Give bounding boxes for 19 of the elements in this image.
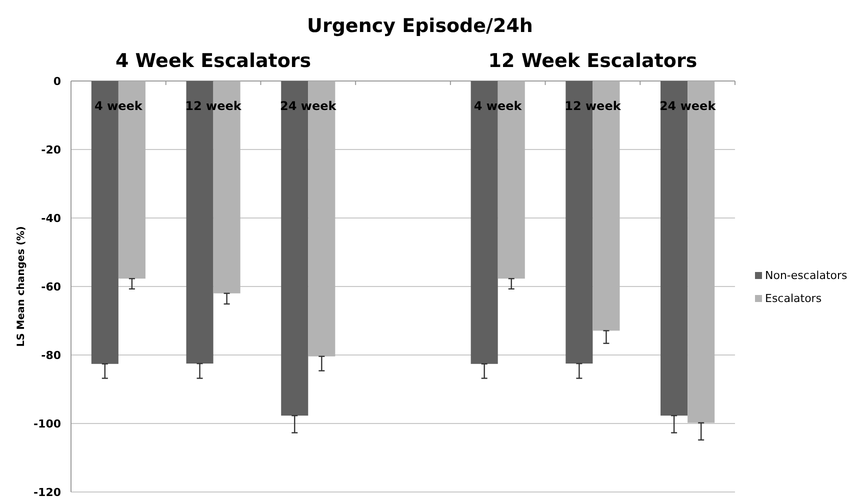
text: 4 Week Escalators (115, 50, 312, 72)
text: 12 Week Escalators (488, 50, 698, 72)
y-tick-label: -40 (41, 212, 62, 225)
y-tick-label: -120 (33, 486, 62, 499)
x-tick-label: 4 week (94, 99, 144, 113)
y-tick-label: 0 (53, 74, 62, 88)
y-tick-label: -80 (41, 348, 62, 362)
y-tick-label: -100 (33, 417, 62, 430)
x-tick-label: 12 week (185, 99, 242, 113)
x-tick-label: 24 week (280, 99, 338, 113)
y-axis-title: LS Mean changes (%) (16, 226, 27, 347)
y-tick-label: -60 (41, 280, 62, 294)
x-tick-label: 4 week (474, 99, 523, 113)
x-tick-label: 12 week (564, 99, 622, 113)
legend-label: Non-escalators (765, 269, 848, 282)
x-tick-label: 24 week (659, 99, 717, 113)
y-tick-label: -20 (41, 143, 62, 156)
chart-title: Urgency Episode/24h (307, 15, 533, 37)
legend-label: Escalators (765, 292, 822, 305)
